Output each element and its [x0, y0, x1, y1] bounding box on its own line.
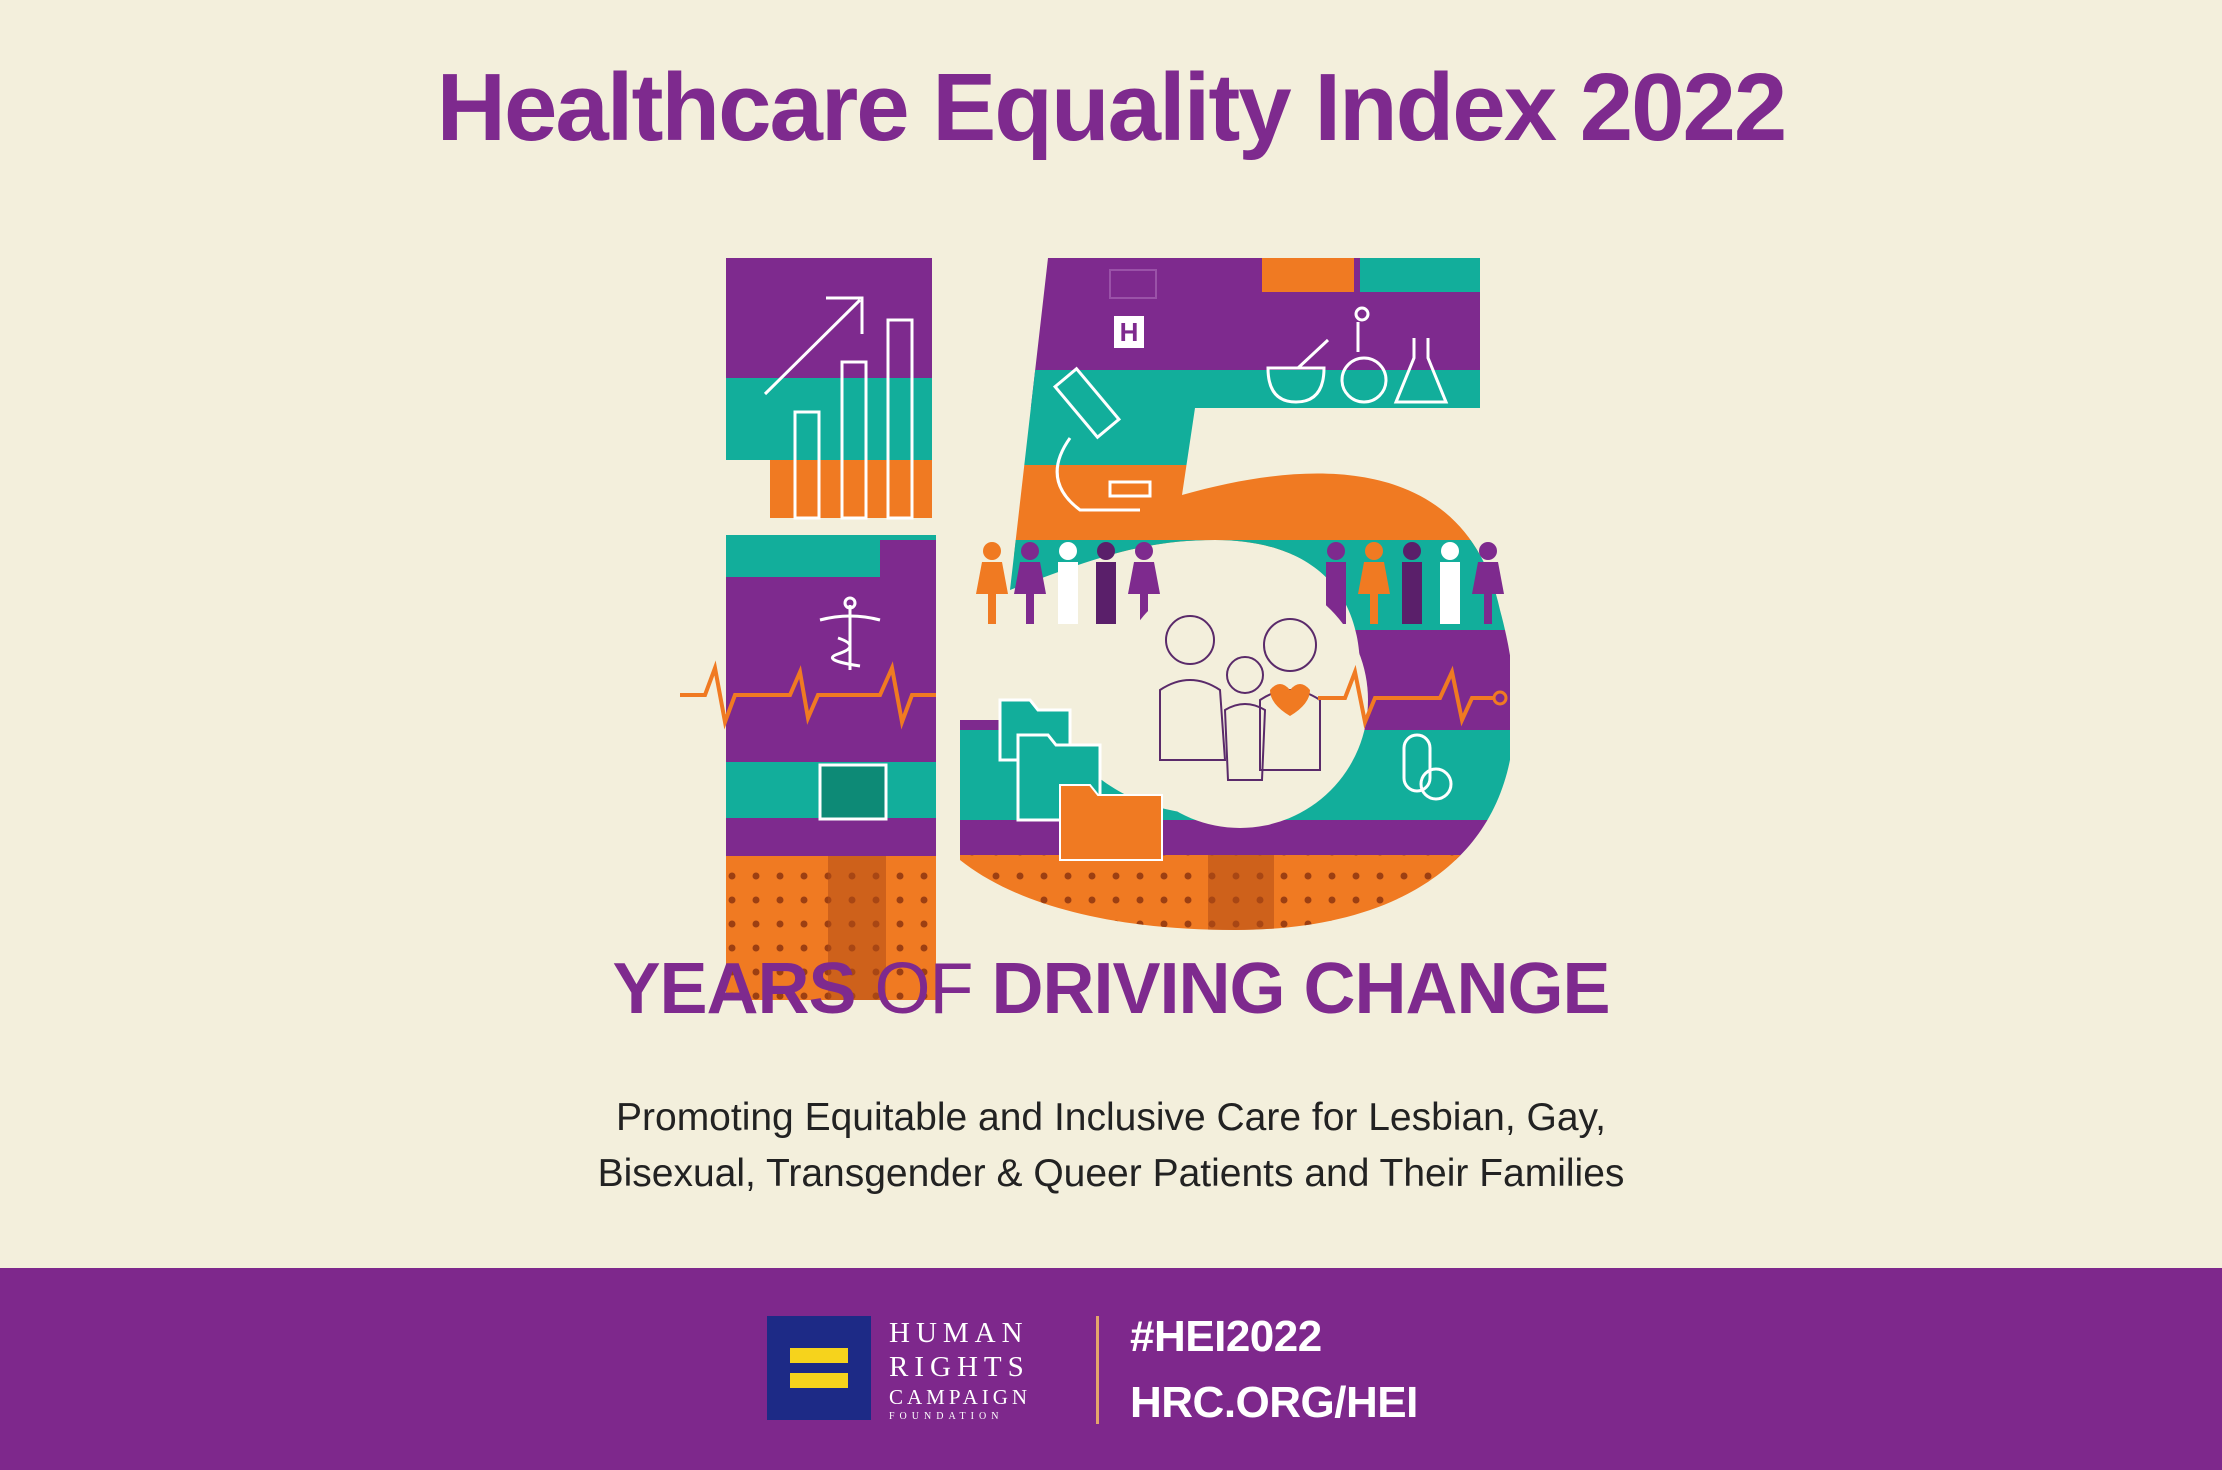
- bar-chart-icon: [763, 296, 914, 520]
- tagline-driving-change: DRIVING CHANGE: [991, 949, 1611, 1029]
- hospital-letter: H: [1120, 317, 1139, 347]
- hrc-wordmark: HUMAN RIGHTS CAMPAIGN FOUNDATION: [889, 1316, 1069, 1424]
- tagline-of: OF: [874, 949, 992, 1029]
- people-row-right: [1326, 542, 1504, 624]
- family-portrait: [1112, 572, 1368, 828]
- subtitle-line-2: Bisexual, Transgender & Queer Patients a…: [597, 1152, 1625, 1195]
- subtitle-line-1: Promoting Equitable and Inclusive Care f…: [616, 1096, 1606, 1139]
- microscope-icon: [1052, 366, 1152, 512]
- footer-divider: [1096, 1316, 1099, 1424]
- logo-bar-bottom: [790, 1373, 848, 1388]
- book-icon: [818, 763, 888, 821]
- org-line-2: RIGHTS: [889, 1351, 1030, 1383]
- folder-icon: [998, 698, 1163, 861]
- digit-one: [726, 258, 936, 1000]
- heartbeat-line-end: [1492, 690, 1508, 706]
- org-line-4: FOUNDATION: [889, 1411, 1004, 1422]
- caduceus-icon: [819, 596, 881, 670]
- website-link[interactable]: HRC.ORG/HEI: [1130, 1378, 1418, 1427]
- org-line-3: CAMPAIGN: [889, 1385, 1032, 1409]
- people-row-left: [976, 542, 1160, 624]
- footer-banner: HUMAN RIGHTS CAMPAIGN FOUNDATION #HEI202…: [0, 1268, 2222, 1470]
- heartbeat-line-left: [680, 660, 936, 730]
- tagline-years: YEARS: [612, 949, 875, 1029]
- org-line-1: HUMAN: [889, 1317, 1029, 1349]
- hrc-equality-logo: [767, 1316, 871, 1420]
- subtitle: Promoting Equitable and Inclusive Care f…: [0, 1090, 2222, 1202]
- logo-bar-top: [790, 1348, 848, 1363]
- heartbeat-line-right: [1318, 664, 1495, 729]
- page-title: Healthcare Equality Index 2022: [436, 54, 1788, 161]
- hashtag: #HEI2022: [1130, 1312, 1322, 1361]
- tagline: YEARS OF DRIVING CHANGE: [0, 948, 2222, 1030]
- pills-icon: [1402, 733, 1453, 801]
- lab-glassware-icon: [1266, 306, 1449, 404]
- hospital-icon: [1109, 269, 1157, 348]
